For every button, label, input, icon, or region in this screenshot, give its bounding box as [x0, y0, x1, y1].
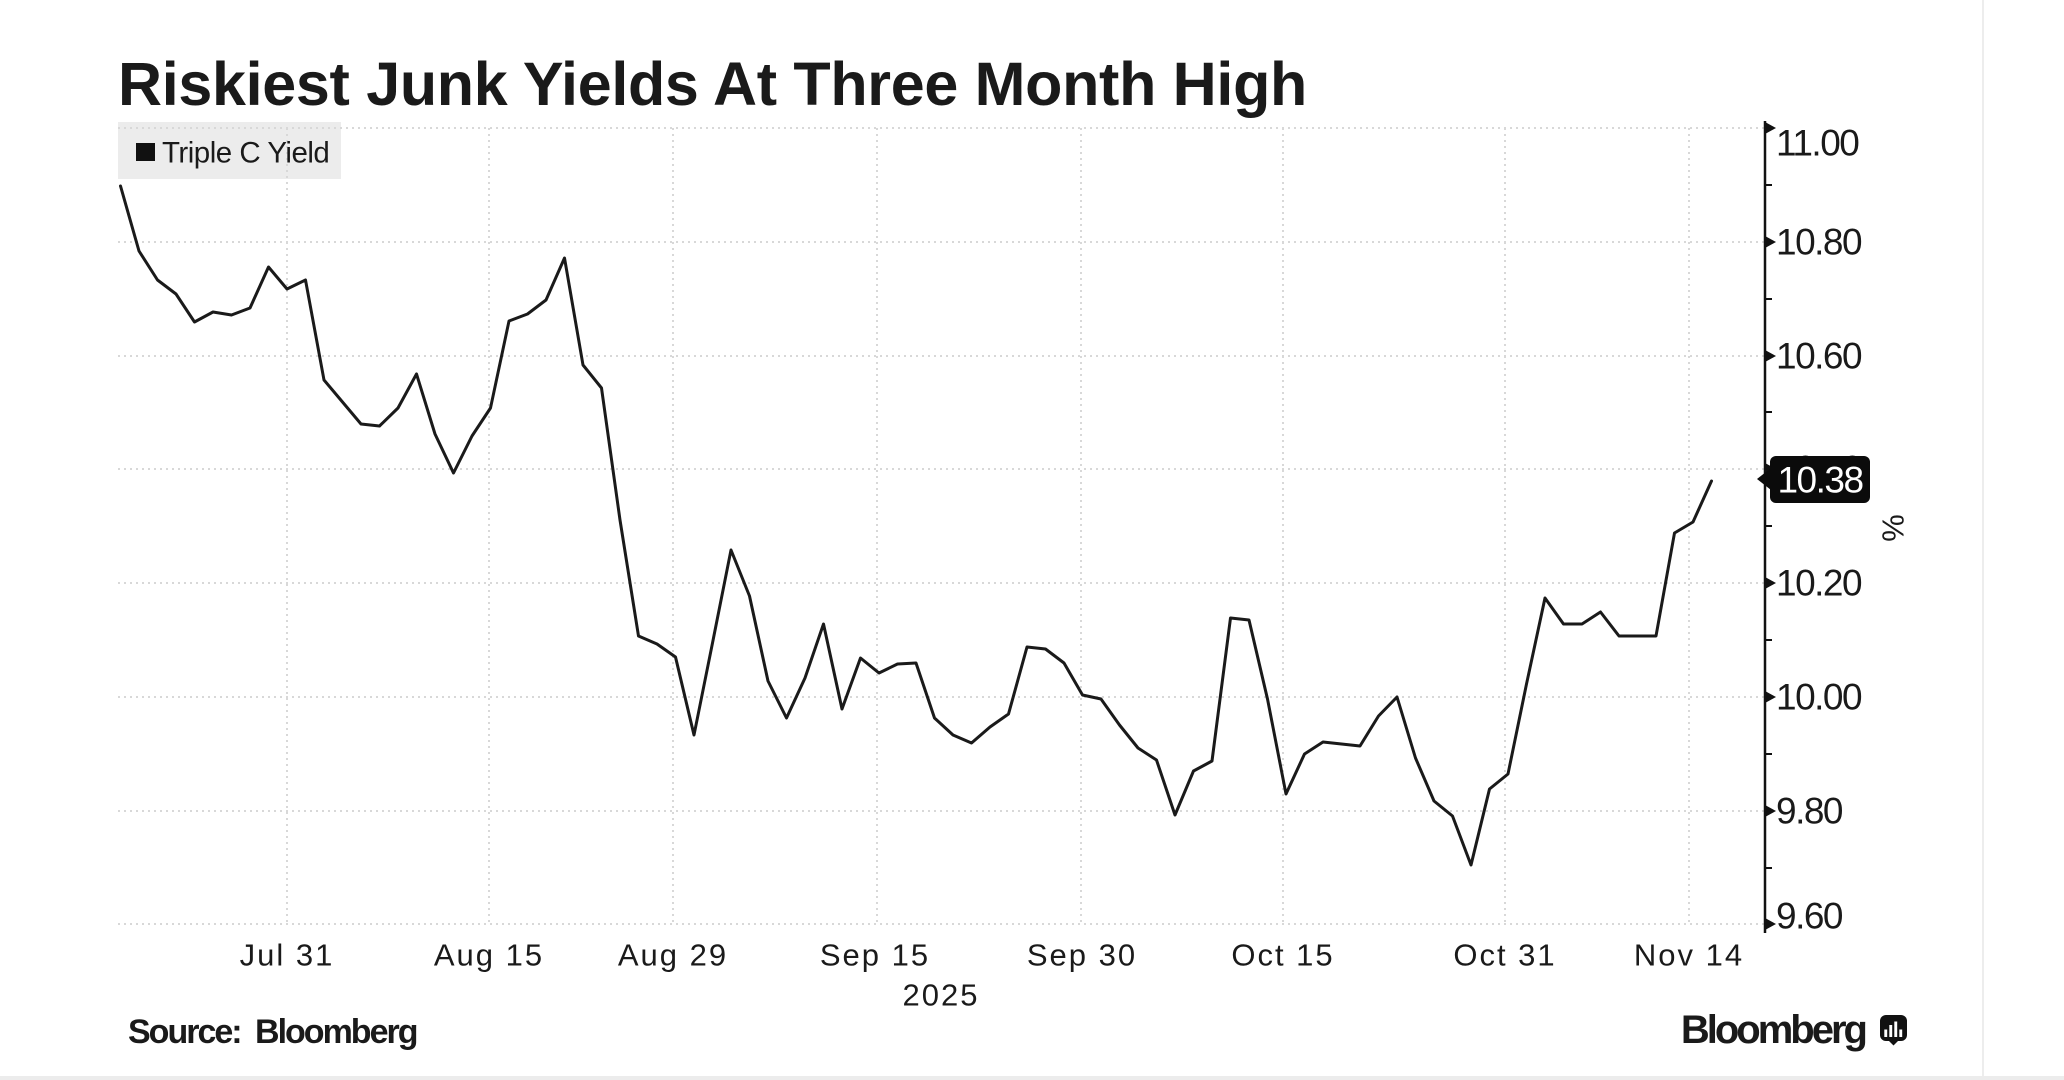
svg-text:10.20: 10.20 [1776, 563, 1862, 604]
svg-text:Nov 14: Nov 14 [1634, 938, 1744, 973]
svg-text:9.60: 9.60 [1776, 896, 1843, 937]
svg-text:10.60: 10.60 [1776, 336, 1862, 377]
svg-text:10.38: 10.38 [1777, 460, 1862, 501]
svg-text:Riskiest Junk Yields At Three: Riskiest Junk Yields At Three Month High [118, 50, 1307, 118]
svg-text:2025: 2025 [903, 978, 980, 1013]
svg-text:Sep 30: Sep 30 [1027, 938, 1137, 973]
svg-text:Jul 31: Jul 31 [240, 938, 335, 973]
svg-text:9.80: 9.80 [1776, 791, 1843, 832]
svg-text:%: % [1876, 514, 1911, 542]
svg-text:Source: Bloomberg: Source: Bloomberg [128, 1013, 417, 1051]
svg-text:10.00: 10.00 [1776, 677, 1862, 718]
svg-text:11.00: 11.00 [1776, 123, 1859, 164]
svg-text:Triple C Yield: Triple C Yield [162, 137, 329, 170]
svg-text:Bloomberg: Bloomberg [1681, 1008, 1866, 1052]
svg-text:Oct 31: Oct 31 [1453, 938, 1556, 973]
svg-text:10.80: 10.80 [1776, 222, 1862, 263]
svg-text:Aug 29: Aug 29 [618, 938, 728, 973]
svg-text:Sep 15: Sep 15 [820, 938, 930, 973]
svg-text:Oct 15: Oct 15 [1231, 938, 1334, 973]
svg-text:Aug 15: Aug 15 [434, 938, 544, 973]
